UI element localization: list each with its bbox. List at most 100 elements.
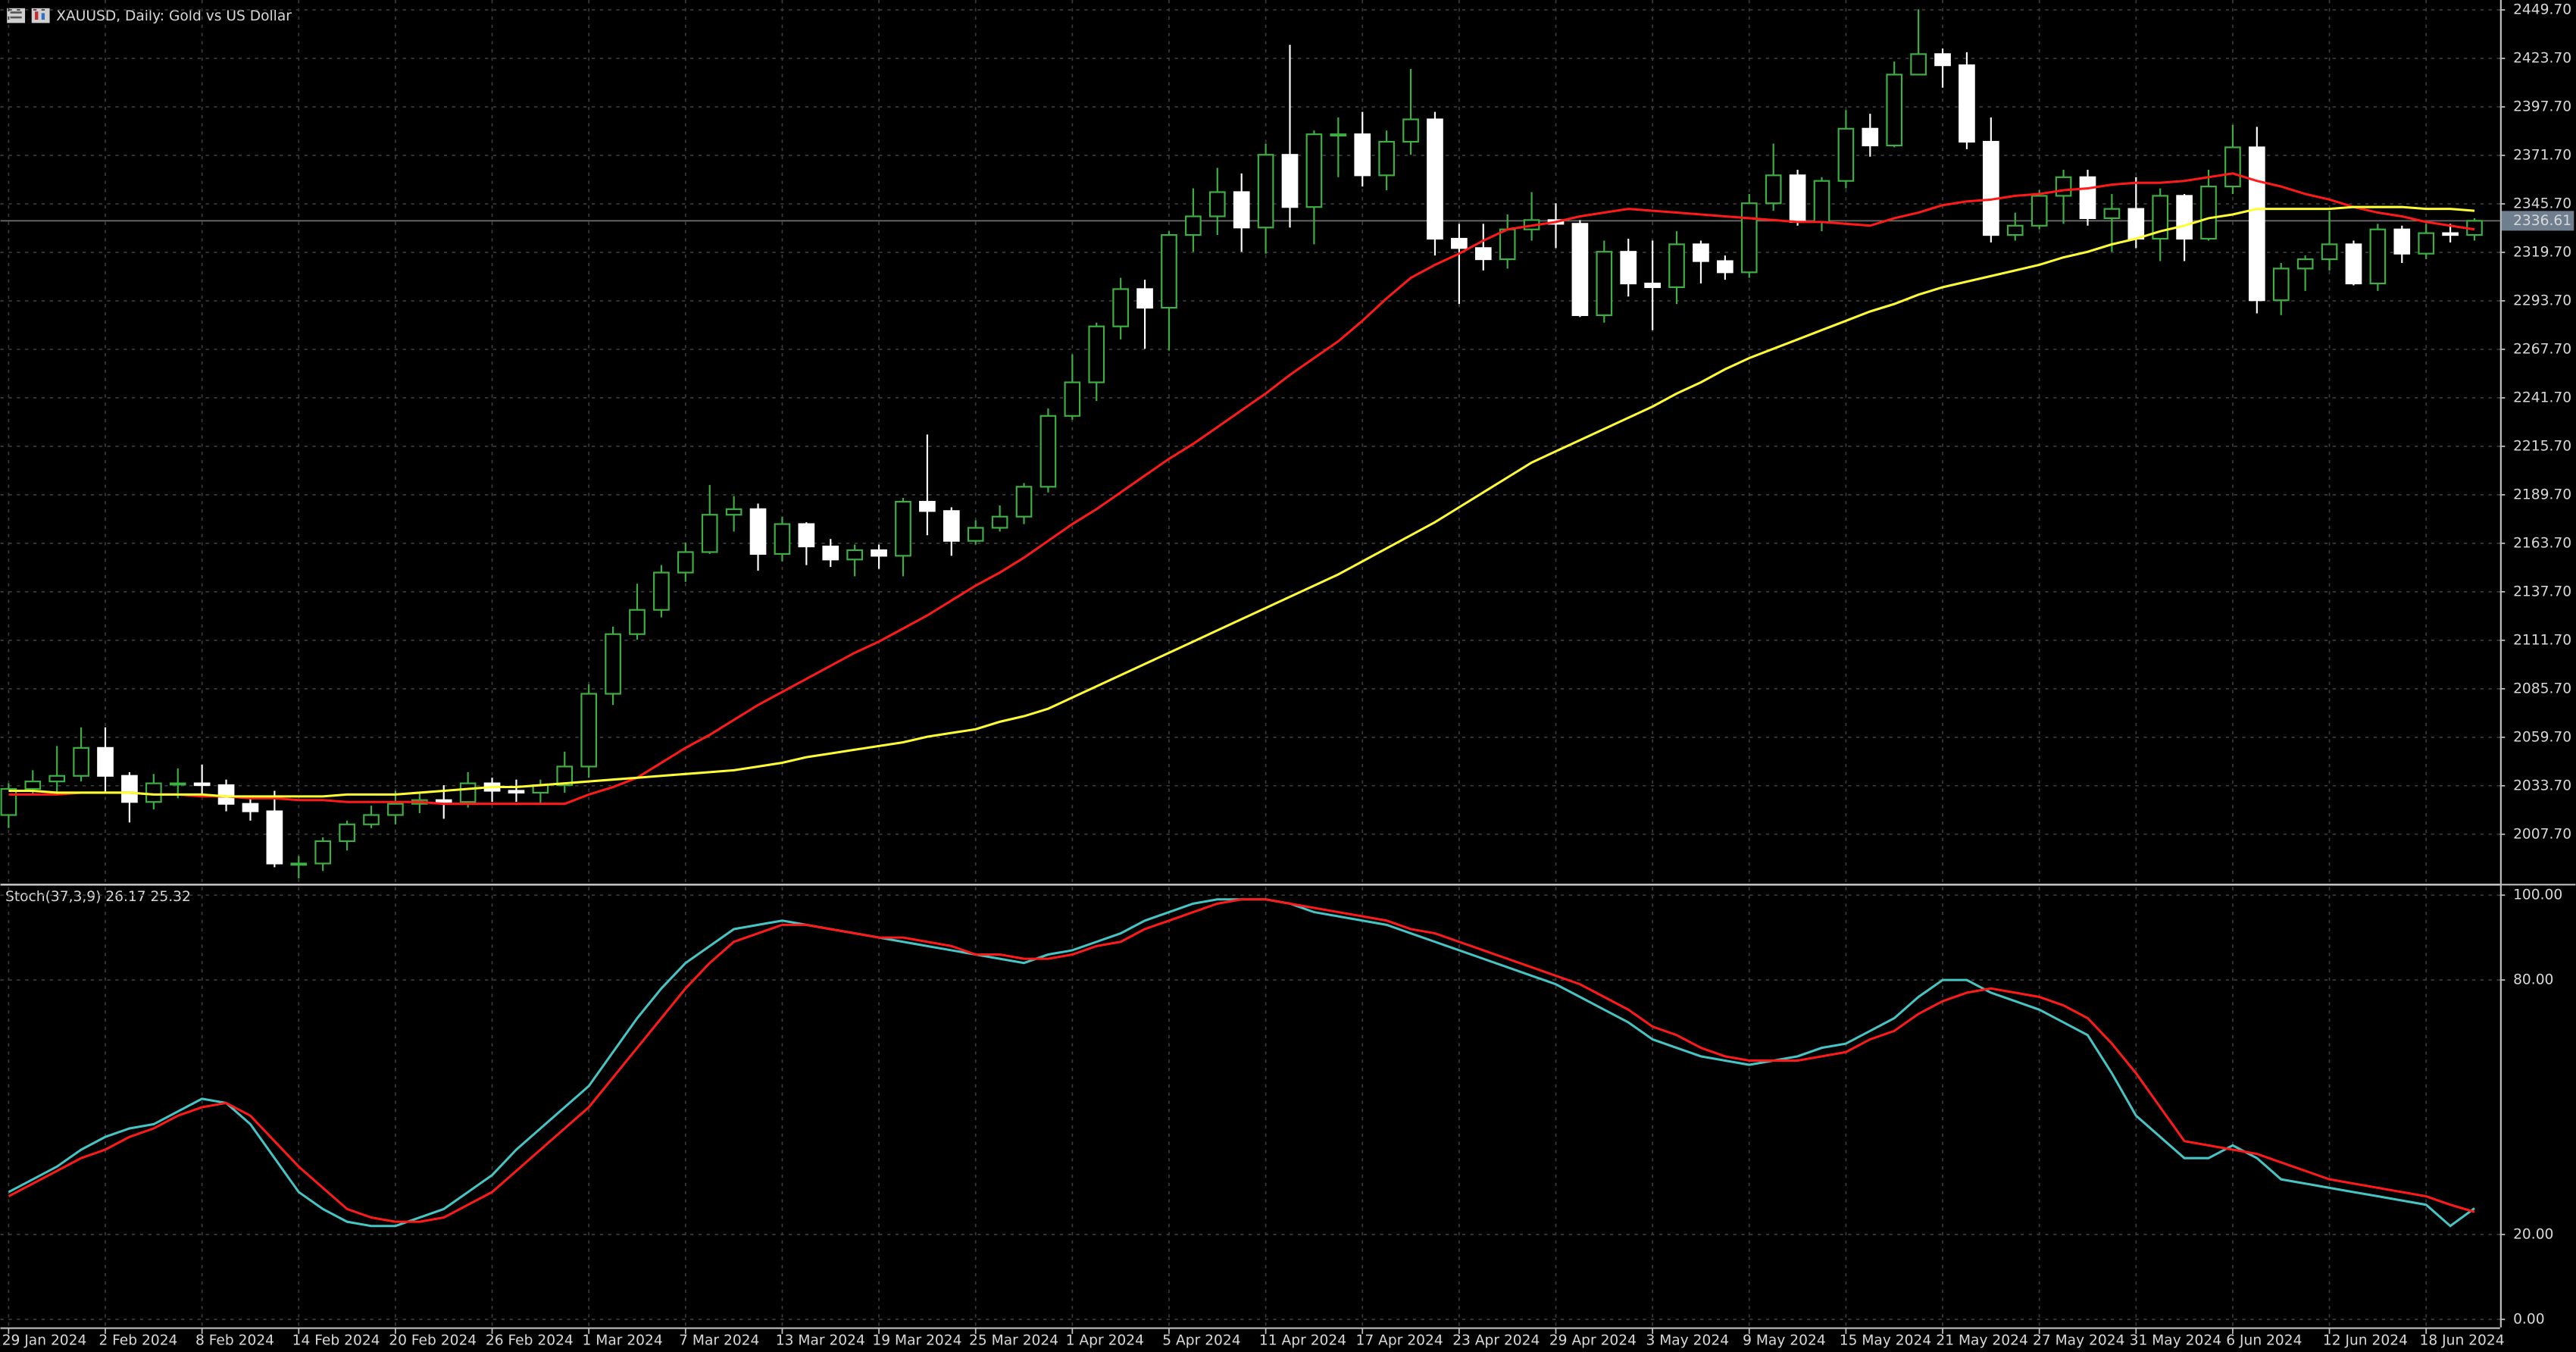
candle-body <box>1644 282 1661 289</box>
candle-body <box>1330 133 1347 137</box>
candle-body <box>1765 174 1782 205</box>
candle-body <box>1354 133 1371 177</box>
candle-body <box>605 633 621 695</box>
candle-body <box>798 523 815 548</box>
y-tick-label: 100.00 <box>2513 887 2562 903</box>
indicator-line <box>8 898 2475 1223</box>
x-tick-label: 18 Jun 2024 <box>2420 1332 2505 1348</box>
candle-body <box>1886 74 1903 147</box>
y-tick-label: 2267.70 <box>2513 341 2571 357</box>
candle-body <box>2224 146 2241 188</box>
candle-body <box>1571 223 1589 316</box>
candle-body <box>725 508 742 516</box>
candle-body <box>1185 215 1202 236</box>
candle-body <box>1620 251 1637 285</box>
candle-body <box>2442 232 2459 236</box>
x-tick-label: 27 May 2024 <box>2033 1332 2124 1348</box>
candle-body <box>1064 381 1081 417</box>
candle-body <box>339 823 355 842</box>
candle-body <box>1983 140 1999 236</box>
candle-body <box>991 515 1008 529</box>
x-tick-label: 1 Apr 2024 <box>1066 1332 1144 1348</box>
candle-body <box>871 549 887 557</box>
x-tick-label: 2 Feb 2024 <box>98 1332 177 1348</box>
candle-body <box>1934 53 1951 67</box>
last-price-box <box>2501 211 2574 231</box>
candle-body <box>73 746 89 777</box>
candle-body <box>1740 202 1758 274</box>
y-tick-label: 2397.70 <box>2513 99 2571 115</box>
candle-body <box>1305 133 1323 208</box>
x-tick-label: 25 Mar 2024 <box>969 1332 1058 1348</box>
candle-body <box>943 510 960 542</box>
candle-body <box>2393 228 2411 255</box>
chart-title: XAUUSD, Daily: Gold vs US Dollar <box>56 8 292 24</box>
candle-body <box>2006 224 2024 236</box>
candle-body <box>2272 268 2290 302</box>
candle-body <box>1499 228 1516 261</box>
x-tick-label: 21 May 2024 <box>1936 1332 2027 1348</box>
candle-body <box>2296 258 2314 270</box>
y-tick-label: 2189.70 <box>2513 487 2571 502</box>
candle-body <box>556 765 574 787</box>
x-tick-label: 17 Apr 2024 <box>1356 1332 1443 1348</box>
x-tick-label: 9 May 2024 <box>1743 1332 1826 1348</box>
candle-body <box>2055 176 2072 197</box>
x-tick-label: 29 Apr 2024 <box>1549 1332 1637 1348</box>
indicator-line <box>8 172 2475 806</box>
y-tick-label: 2033.70 <box>2513 778 2571 793</box>
y-tick-label: 2345.70 <box>2513 196 2571 211</box>
candle-body <box>1402 118 1419 143</box>
candle-body <box>193 782 211 787</box>
candle-body <box>0 787 17 816</box>
x-tick-label: 1 Mar 2024 <box>583 1332 663 1348</box>
candle-body <box>1813 180 1830 223</box>
candle-body <box>1427 118 1443 240</box>
candle-body <box>822 545 839 561</box>
x-tick-label: 6 Jun 2024 <box>2226 1332 2302 1348</box>
candle-body <box>1596 251 1613 316</box>
y-tick-label: 2423.70 <box>2513 51 2571 67</box>
x-tick-label: 26 Feb 2024 <box>486 1332 574 1348</box>
x-tick-label: 13 Mar 2024 <box>776 1332 865 1348</box>
y-tick-label: 2085.70 <box>2513 681 2571 696</box>
y-tick-label: 2241.70 <box>2513 390 2571 405</box>
candle-body <box>435 799 452 803</box>
candle-body <box>2152 195 2169 240</box>
y-tick-label: 2371.70 <box>2513 147 2571 163</box>
candle-body <box>145 782 162 803</box>
menu-icon-line <box>10 11 22 14</box>
candle-body <box>1136 288 1153 309</box>
candle-body <box>2127 208 2145 240</box>
candle-body <box>2345 243 2362 285</box>
candle-body <box>314 840 332 865</box>
candle-body <box>774 523 791 555</box>
candle-body <box>1474 247 1492 261</box>
candle-body <box>629 609 646 635</box>
x-tick-label: 19 Mar 2024 <box>872 1332 961 1348</box>
candle-body <box>508 790 525 794</box>
y-tick-label: 2215.70 <box>2513 438 2571 454</box>
y-tick-label: 2007.70 <box>2513 826 2571 842</box>
candle-body <box>169 782 186 786</box>
candle-body <box>1789 174 1806 223</box>
x-tick-label: 11 Apr 2024 <box>1259 1332 1346 1348</box>
indicator-line <box>8 205 2475 798</box>
y-tick-label: 0.00 <box>2513 1311 2544 1327</box>
menu-icon-line <box>10 16 22 19</box>
candle-body <box>242 803 259 812</box>
candle-body <box>2200 186 2217 240</box>
candle-body <box>2176 195 2193 240</box>
candle-body <box>1015 486 1033 518</box>
y-tick-label: 2449.70 <box>2513 2 2571 18</box>
candle-body <box>701 514 718 553</box>
candle-body <box>1668 243 1685 289</box>
candle-body <box>2030 195 2048 227</box>
candle-body <box>48 775 66 783</box>
candle-body <box>846 549 864 561</box>
candle-body <box>1693 243 1709 262</box>
y-tick-label: 2059.70 <box>2513 729 2571 745</box>
candle-body <box>121 775 138 803</box>
candle-body <box>2418 232 2435 255</box>
